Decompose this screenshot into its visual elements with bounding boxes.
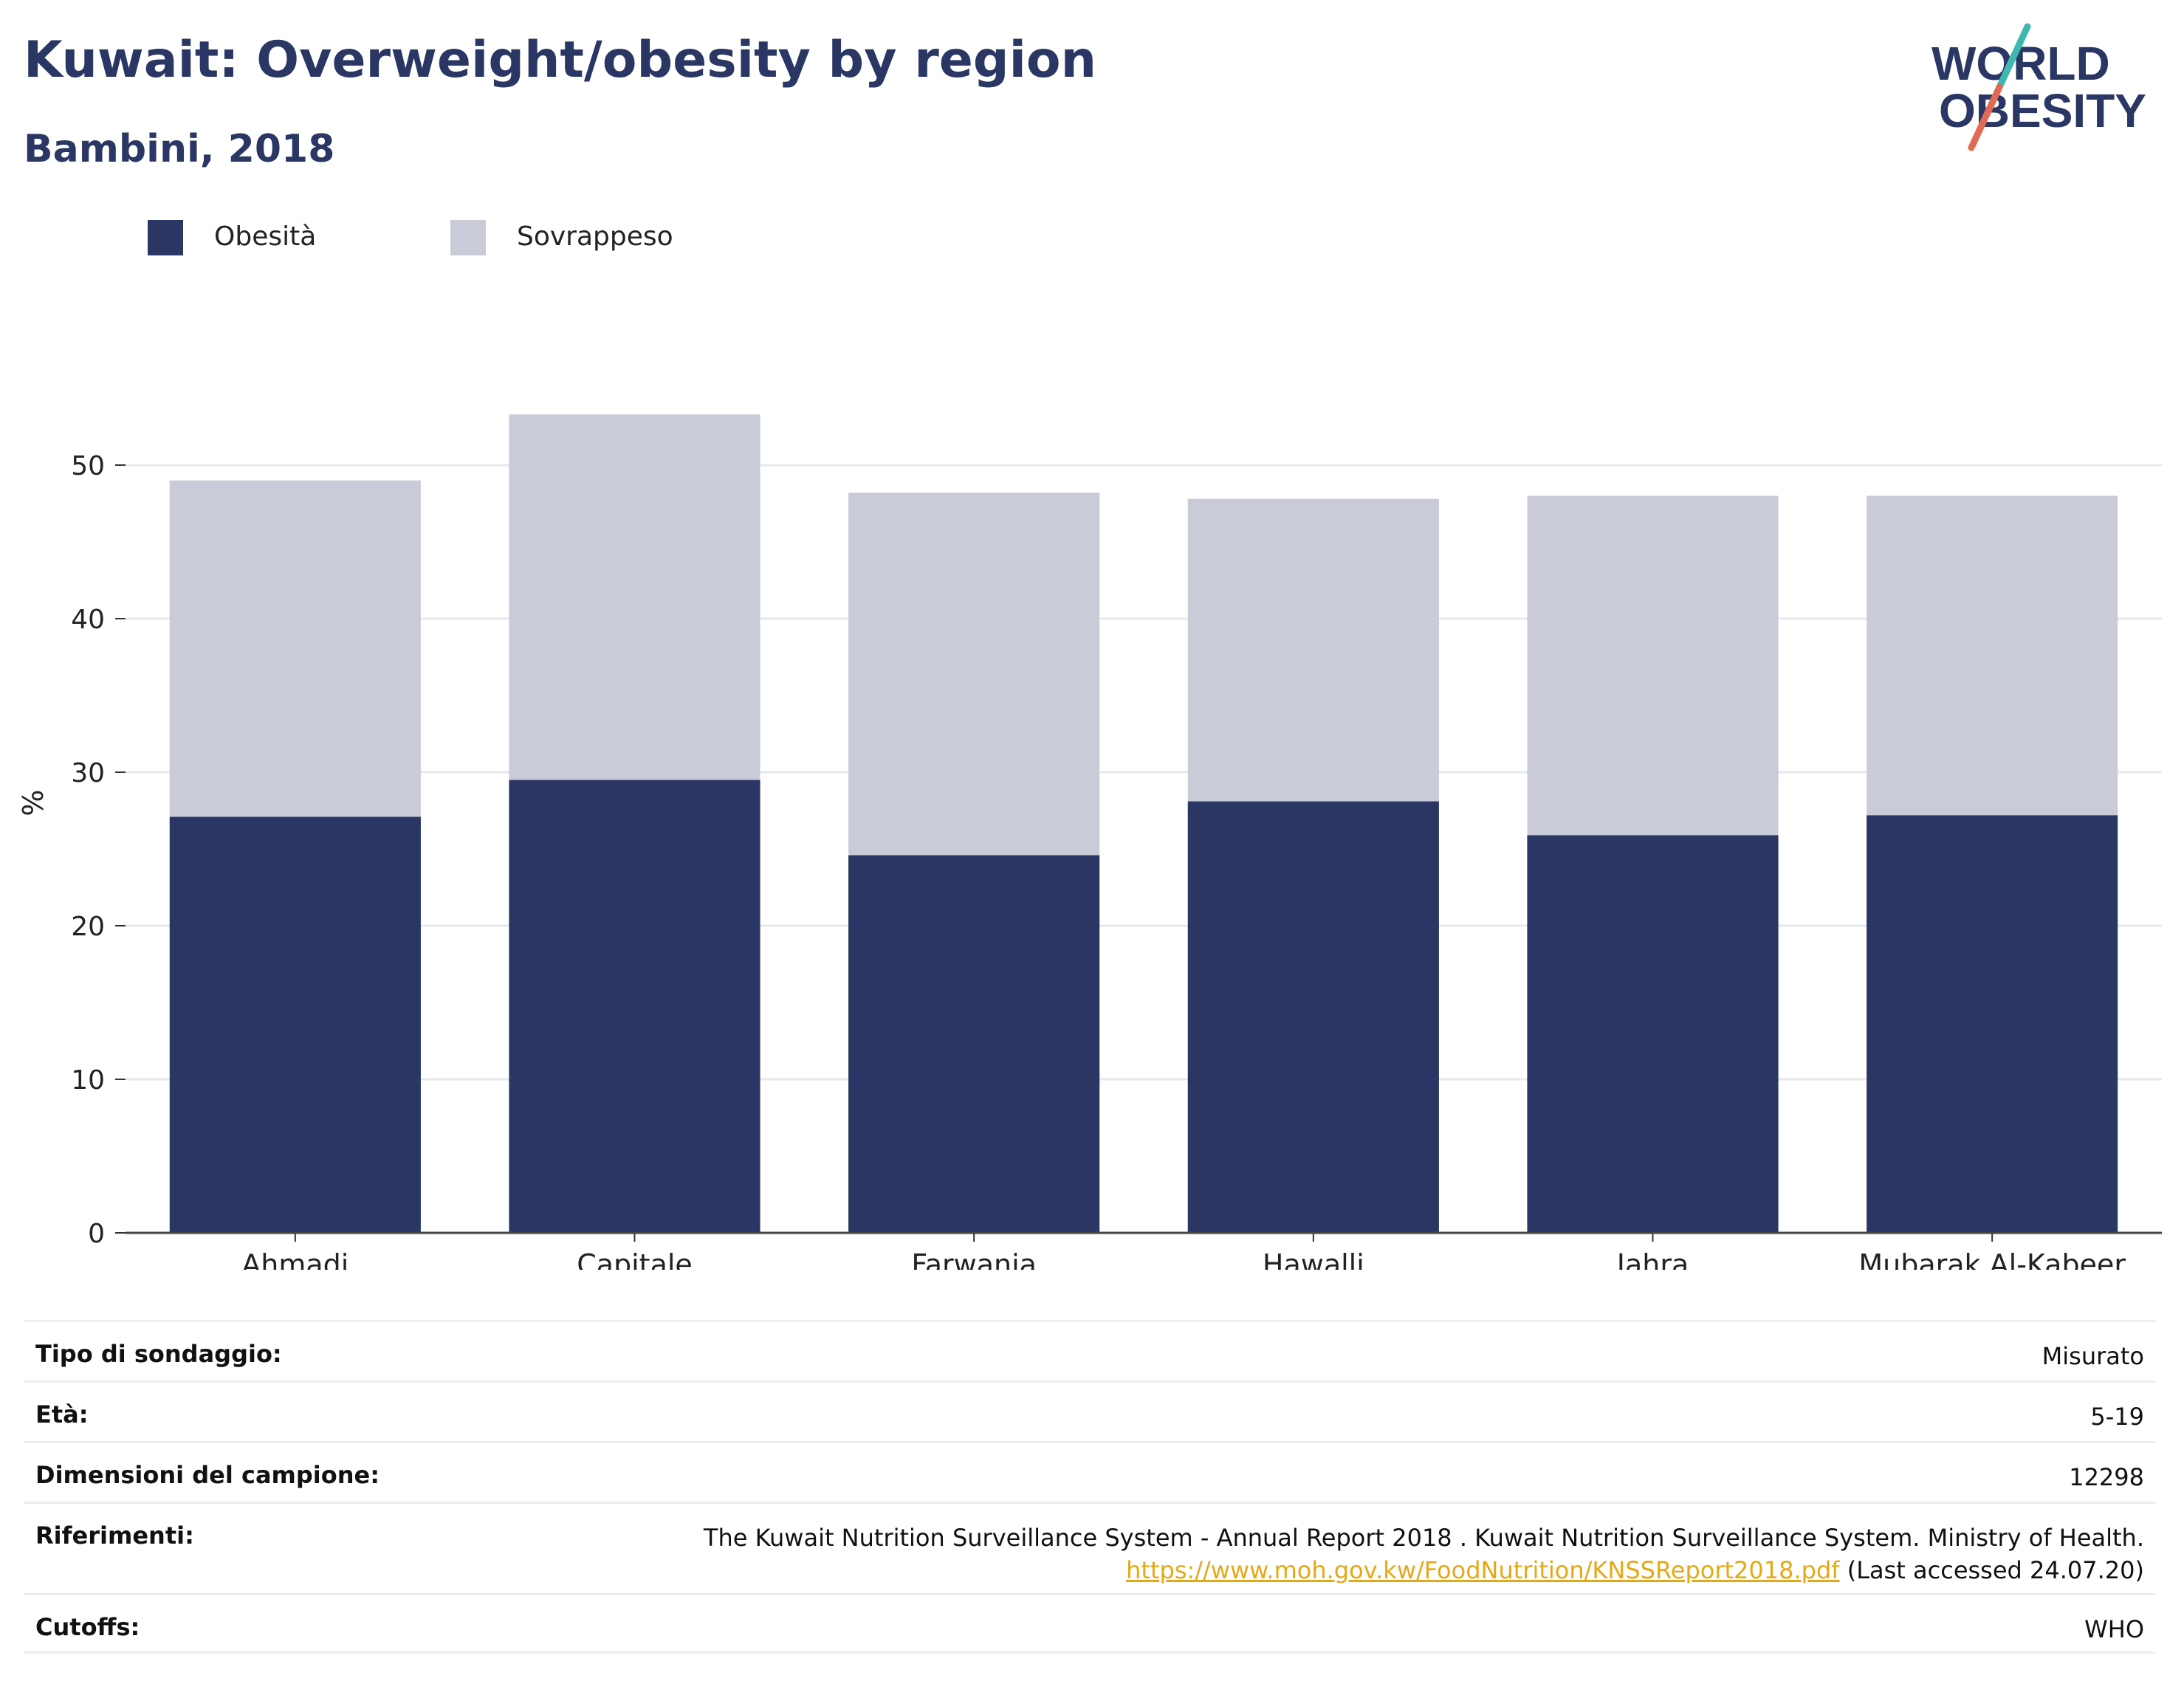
- info-row-age: Età: 5-19: [24, 1381, 2156, 1441]
- x-tick-label: Jahra: [1615, 1248, 1689, 1270]
- info-row-references: Riferimenti: The Kuwait Nutrition Survei…: [24, 1502, 2156, 1593]
- bar-overweight-ahmadi[interactable]: [169, 480, 421, 817]
- bar-overweight-hawalli[interactable]: [1187, 498, 1439, 802]
- info-row-cutoffs: Cutoffs: WHO: [24, 1593, 2156, 1654]
- info-value-sample-size: 12298: [2069, 1463, 2144, 1491]
- reference-link[interactable]: https://www.moh.gov.kw/FoodNutrition/KNS…: [1126, 1556, 1840, 1584]
- x-tick-label: Capitale: [577, 1248, 693, 1270]
- bar-overweight-farwania[interactable]: [848, 492, 1100, 856]
- chart-subtitle: Bambini, 2018: [24, 127, 335, 171]
- bar-obesity-ahmadi[interactable]: [169, 816, 421, 1233]
- x-tick-label: Mubarak Al-Kabeer: [1858, 1248, 2126, 1270]
- info-label-survey-type: Tipo di sondaggio:: [35, 1340, 282, 1368]
- logo-text-obesity: OBESITY: [1939, 84, 2146, 137]
- info-label-age: Età:: [35, 1400, 89, 1428]
- y-tick-label: 10: [71, 1065, 105, 1096]
- grid-lines: [126, 464, 2162, 1081]
- legend-swatch-obesity: [148, 220, 183, 255]
- y-tick-label: 50: [71, 451, 105, 481]
- legend-swatch-overweight: [450, 220, 486, 255]
- legend-label-overweight: Sovrappeso: [517, 221, 673, 252]
- logo-slash-teal: [1996, 23, 2031, 91]
- reference-accessed: (Last accessed 24.07.20): [1847, 1556, 2144, 1584]
- bar-obesity-mubarak-al-kabeer[interactable]: [1867, 815, 2118, 1233]
- y-tick-label: 20: [71, 912, 105, 942]
- bar-obesity-capitale[interactable]: [509, 780, 760, 1233]
- axes: 0 10 20 30 40 50 Ahmadi Capitale Farwania Hawalli…: [71, 451, 2162, 1270]
- bar-chart: 0 10 20 30 40 50 Ahmadi Capitale Farwania Hawalli…: [17, 414, 2162, 1270]
- info-value-age: 5-19: [2090, 1403, 2144, 1431]
- y-tick-label: 40: [71, 605, 105, 635]
- x-tick-label: Ahmadi: [241, 1248, 348, 1270]
- logo-slash-coral: [1968, 83, 2003, 151]
- info-label-references: Riferimenti:: [35, 1522, 194, 1550]
- info-value-references: The Kuwait Nutrition Surveillance System…: [35, 1522, 2144, 1586]
- world-obesity-logo: WORLD OBESITY: [1931, 23, 2146, 151]
- bar-overweight-jahra[interactable]: [1527, 495, 1779, 836]
- chart-title: Kuwait: Overweight/obesity by region: [24, 31, 1097, 89]
- y-tick-label: 30: [71, 758, 105, 788]
- y-tick-label: 0: [88, 1219, 105, 1249]
- info-label-cutoffs: Cutoffs:: [35, 1613, 140, 1641]
- bar-overweight-mubarak-al-kabeer[interactable]: [1867, 495, 2118, 816]
- x-tick-label: Farwania: [911, 1248, 1037, 1270]
- bar-obesity-hawalli[interactable]: [1187, 801, 1439, 1233]
- info-value-cutoffs: WHO: [2084, 1615, 2144, 1643]
- info-value-survey-type: Misurato: [2042, 1342, 2144, 1370]
- bar-obesity-jahra[interactable]: [1527, 835, 1779, 1233]
- info-row-sample-size: Dimensioni del campione: 12298: [24, 1441, 2156, 1502]
- y-axis-label: %: [17, 790, 49, 816]
- info-table: Tipo di sondaggio: Misurato Età: 5-19 Di…: [24, 1320, 2156, 1654]
- info-label-sample-size: Dimensioni del campione:: [35, 1461, 380, 1489]
- reference-text: The Kuwait Nutrition Surveillance System…: [703, 1524, 2144, 1552]
- info-row-survey-type: Tipo di sondaggio: Misurato: [24, 1320, 2156, 1381]
- bars: [169, 414, 2118, 1233]
- x-tick-label: Hawalli: [1263, 1248, 1364, 1270]
- legend-label-obesity: Obesità: [214, 221, 317, 252]
- bar-obesity-farwania[interactable]: [848, 855, 1100, 1233]
- reference-link-line: https://www.moh.gov.kw/FoodNutrition/KNS…: [35, 1554, 2144, 1586]
- bar-overweight-capitale[interactable]: [509, 414, 760, 780]
